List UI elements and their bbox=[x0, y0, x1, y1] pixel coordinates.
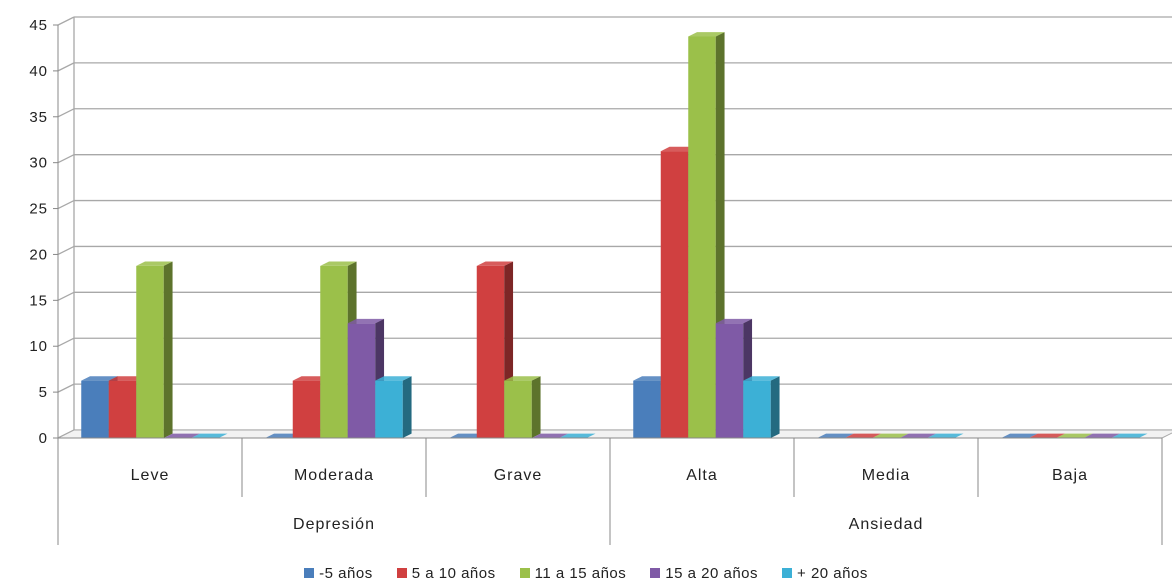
gridline-side bbox=[57, 62, 75, 72]
chart-legend: -5 años 5 a 10 años 11 a 15 años 15 a 20 añ… bbox=[0, 565, 1172, 582]
gridline-side bbox=[57, 108, 75, 118]
legend-swatch bbox=[304, 568, 315, 578]
legend-swatch bbox=[519, 568, 530, 578]
bar-top bbox=[136, 261, 173, 266]
bar bbox=[476, 265, 505, 438]
bar bbox=[292, 380, 321, 438]
bar-top bbox=[375, 376, 412, 381]
legend-label: 11 a 15 años bbox=[534, 565, 627, 582]
bar bbox=[375, 380, 403, 438]
category-label: Leve bbox=[131, 467, 170, 484]
category-label: Alta bbox=[686, 467, 718, 484]
bar-top bbox=[347, 318, 385, 324]
legend-label: + 20 años bbox=[797, 565, 868, 582]
group-label: Depresión bbox=[293, 516, 375, 533]
bar-top bbox=[1111, 433, 1148, 438]
bar-top bbox=[1056, 433, 1093, 438]
bar-top bbox=[844, 433, 882, 438]
category-label: Grave bbox=[494, 467, 543, 484]
bar bbox=[81, 380, 109, 438]
bar-side bbox=[531, 376, 541, 438]
legend-swatch bbox=[396, 568, 407, 578]
bar-top bbox=[476, 261, 514, 266]
legend-label: 5 a 10 años bbox=[411, 565, 496, 582]
gridline-side bbox=[57, 199, 75, 210]
gridline-side bbox=[57, 16, 75, 26]
group-label: Ansiedad bbox=[849, 516, 924, 533]
y-tick-label: 15 bbox=[29, 292, 48, 309]
y-tick-label: 0 bbox=[39, 430, 48, 447]
bar bbox=[688, 36, 716, 438]
bar-top bbox=[191, 433, 228, 438]
bar bbox=[136, 265, 164, 438]
y-tick-label: 35 bbox=[29, 109, 48, 126]
legend-item: -5 años bbox=[304, 565, 373, 582]
bar-side bbox=[163, 261, 173, 438]
bar bbox=[715, 323, 744, 438]
bar bbox=[504, 380, 532, 438]
bar-top bbox=[927, 433, 964, 438]
bar-top bbox=[108, 376, 146, 381]
bar-top bbox=[81, 376, 118, 381]
bar-top bbox=[872, 433, 909, 438]
legend-swatch bbox=[650, 568, 661, 578]
bar-top bbox=[449, 433, 486, 438]
bar-top bbox=[504, 376, 541, 381]
bar bbox=[108, 380, 137, 438]
bar-top bbox=[1028, 433, 1066, 438]
bar-top bbox=[688, 32, 725, 37]
bar-top bbox=[743, 376, 780, 381]
bar-top bbox=[715, 318, 753, 324]
bar-chart: 0 5 10 15 20 25 30 35 40 45 Leve Moderada Grave Alta M… bbox=[29, 16, 1172, 545]
y-tick-label: 25 bbox=[29, 201, 48, 218]
gridline-side bbox=[57, 154, 75, 164]
bar-top bbox=[660, 146, 698, 152]
legend-item: 5 a 10 años bbox=[396, 565, 496, 582]
y-tick-label: 30 bbox=[29, 155, 48, 172]
legend-item: 11 a 15 años bbox=[519, 565, 627, 582]
bar-top bbox=[633, 376, 670, 381]
bar-side bbox=[770, 376, 780, 438]
bar-top bbox=[320, 261, 357, 266]
y-tick-label: 40 bbox=[29, 63, 48, 80]
gridline-side bbox=[57, 245, 75, 256]
bar-side bbox=[402, 376, 412, 438]
legend-item: + 20 años bbox=[782, 565, 868, 582]
bar bbox=[660, 151, 689, 438]
gridline-side bbox=[57, 291, 75, 301]
bar-top bbox=[265, 433, 302, 438]
bar-top bbox=[531, 433, 569, 438]
category-label: Moderada bbox=[294, 467, 374, 484]
bar bbox=[320, 265, 348, 438]
gridline-side bbox=[57, 383, 75, 393]
category-label: Baja bbox=[1052, 467, 1088, 484]
y-tick-label: 5 bbox=[39, 384, 48, 401]
bar bbox=[743, 380, 771, 438]
bar-top bbox=[1083, 433, 1121, 438]
gridline-side bbox=[57, 337, 75, 347]
y-tick-label: 20 bbox=[29, 246, 48, 263]
bar-top bbox=[163, 433, 201, 438]
bar-top bbox=[559, 433, 596, 438]
bar-top bbox=[817, 433, 854, 438]
bar bbox=[633, 380, 661, 438]
bar bbox=[347, 323, 376, 438]
legend-label: -5 años bbox=[319, 565, 373, 582]
y-tick-label: 10 bbox=[29, 338, 48, 355]
bar-top bbox=[292, 376, 330, 381]
y-tick-label: 45 bbox=[29, 17, 48, 34]
bar-top bbox=[899, 433, 937, 438]
bar-top bbox=[1001, 433, 1038, 438]
legend-label: 15 a 20 años bbox=[665, 565, 759, 582]
category-label: Media bbox=[862, 467, 911, 484]
legend-swatch bbox=[782, 568, 793, 578]
legend-item: 15 a 20 años bbox=[650, 565, 758, 582]
